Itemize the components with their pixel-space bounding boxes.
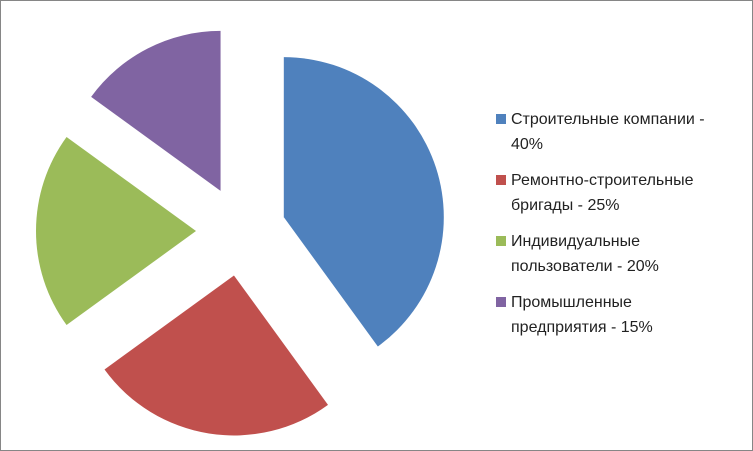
legend-swatch — [496, 297, 506, 307]
legend-swatch — [496, 175, 506, 185]
legend-label: Строительные компании - 40% — [511, 111, 705, 153]
legend-item: Ремонтно-строительные бригады - 25% — [496, 168, 711, 218]
legend-swatch — [496, 236, 506, 246]
legend-label: Индивидуальные пользователи - 20% — [511, 233, 659, 275]
legend-swatch — [496, 114, 506, 124]
pie-slice — [91, 30, 221, 191]
pie-slice — [104, 275, 329, 436]
legend-item: Индивидуальные пользователи - 20% — [496, 229, 711, 279]
legend-item: Промышленные предприятия - 15% — [496, 290, 711, 340]
legend: Строительные компании - 40% Ремонтно-стро… — [496, 107, 711, 351]
legend-label: Промышленные предприятия - 15% — [511, 294, 653, 336]
legend-label: Ремонтно-строительные бригады - 25% — [511, 172, 694, 214]
legend-item: Строительные компании - 40% — [496, 107, 711, 157]
pie-slice — [283, 57, 444, 347]
pie-slice — [35, 136, 196, 326]
